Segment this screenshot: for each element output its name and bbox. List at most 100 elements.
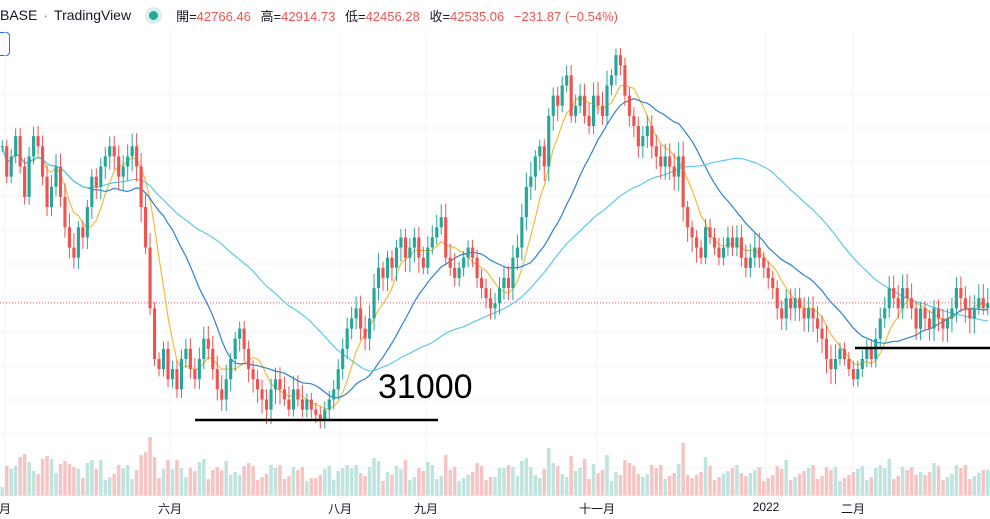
volume-bar bbox=[793, 477, 797, 495]
volume-bar bbox=[605, 455, 609, 495]
open-value: 42766.46 bbox=[196, 8, 251, 24]
symbol-name[interactable]: BASE bbox=[0, 7, 38, 23]
volume-bar bbox=[918, 472, 923, 495]
candle-body bbox=[636, 126, 640, 147]
volume-bar bbox=[67, 464, 72, 495]
volume-bar bbox=[139, 455, 143, 495]
candle-body bbox=[851, 369, 855, 380]
volume-bar bbox=[538, 478, 542, 495]
candle-body bbox=[135, 146, 139, 167]
candle-body bbox=[479, 277, 484, 289]
candle-body bbox=[968, 308, 972, 319]
candle-body bbox=[314, 409, 318, 415]
candle-body bbox=[833, 358, 838, 370]
volume-bar bbox=[161, 469, 166, 495]
volume-bar bbox=[76, 469, 81, 495]
volume-bar bbox=[497, 468, 502, 495]
high-label: 高= bbox=[260, 8, 282, 24]
candle-body bbox=[462, 257, 466, 268]
candle-body bbox=[766, 267, 770, 278]
candle-body bbox=[247, 348, 251, 370]
volume-bar bbox=[824, 467, 829, 495]
volume-bar bbox=[327, 466, 331, 495]
candle-body bbox=[40, 146, 45, 177]
volume-bar bbox=[753, 470, 757, 495]
candle-body bbox=[878, 318, 882, 339]
candle-body bbox=[139, 166, 143, 208]
volume-bar bbox=[242, 466, 246, 495]
candle-body bbox=[829, 358, 833, 370]
candle-body bbox=[524, 186, 528, 218]
volume-bar bbox=[811, 465, 815, 495]
volume-bar bbox=[977, 473, 981, 495]
open-label: 開= bbox=[176, 8, 197, 24]
volume-bar bbox=[542, 469, 547, 495]
volume-bar bbox=[170, 469, 175, 495]
volume-bar bbox=[479, 466, 484, 495]
volume-bar bbox=[717, 477, 721, 495]
candle-body bbox=[542, 146, 546, 167]
candle-body bbox=[256, 379, 260, 390]
volume-bar bbox=[54, 473, 58, 495]
candle-body bbox=[762, 257, 766, 268]
candle-body bbox=[444, 217, 448, 258]
volume-bar bbox=[927, 472, 932, 495]
candle-body bbox=[959, 288, 963, 299]
volume-bar bbox=[847, 475, 851, 495]
candle-body bbox=[394, 247, 399, 268]
candle-body bbox=[242, 328, 246, 349]
volume-bar bbox=[36, 474, 40, 495]
candle-body bbox=[175, 369, 179, 390]
volume-bar bbox=[914, 475, 918, 495]
volume-bar bbox=[654, 468, 659, 495]
volume-bar bbox=[336, 471, 340, 495]
volume-bar bbox=[278, 465, 282, 495]
volume-bar bbox=[775, 466, 779, 495]
candle-body bbox=[282, 389, 287, 400]
volume-bar bbox=[685, 475, 690, 495]
candle-body bbox=[327, 399, 331, 410]
candle-body bbox=[144, 207, 148, 248]
volume-bar bbox=[412, 477, 417, 495]
volume-bar bbox=[533, 475, 538, 495]
volume-bar bbox=[134, 470, 139, 495]
volume-bar bbox=[314, 478, 318, 495]
candle-body bbox=[591, 95, 596, 127]
candle-body bbox=[475, 257, 479, 278]
x-tick-label: 九月 bbox=[413, 502, 439, 516]
volume-bar bbox=[452, 467, 457, 495]
volume-bar bbox=[94, 469, 99, 495]
candle-body bbox=[309, 399, 313, 410]
candle-body bbox=[941, 318, 945, 329]
volume-bar bbox=[363, 476, 367, 495]
candle-body bbox=[497, 288, 502, 304]
x-tick-label: 六月 bbox=[157, 502, 183, 516]
candle-body bbox=[905, 288, 909, 299]
change-value: −231.87 (−0.54%) bbox=[513, 8, 618, 24]
volume-bar bbox=[435, 479, 439, 495]
volume-bar bbox=[394, 466, 399, 495]
candle-body bbox=[385, 257, 390, 278]
volume-bar bbox=[672, 473, 676, 495]
volume-bar bbox=[986, 469, 990, 495]
high-value: 42914.73 bbox=[281, 8, 336, 24]
candle-body bbox=[945, 318, 950, 329]
volume-bar bbox=[345, 465, 349, 495]
volume-bar bbox=[600, 470, 605, 495]
volume-bar bbox=[228, 475, 233, 495]
volume-bar bbox=[650, 465, 654, 495]
candle-body bbox=[408, 247, 412, 258]
volume-bar bbox=[954, 465, 959, 495]
provider-name: TradingView bbox=[54, 7, 132, 23]
volume-bar bbox=[891, 479, 896, 495]
candle-body bbox=[54, 166, 58, 187]
candle-body bbox=[623, 65, 627, 96]
candle-body bbox=[538, 146, 542, 157]
volume-bar bbox=[269, 465, 273, 495]
volume-bar bbox=[488, 477, 493, 495]
volume-bar bbox=[211, 470, 215, 495]
candle-body bbox=[238, 328, 242, 339]
candle-body bbox=[954, 288, 958, 309]
candle-body bbox=[229, 358, 233, 380]
